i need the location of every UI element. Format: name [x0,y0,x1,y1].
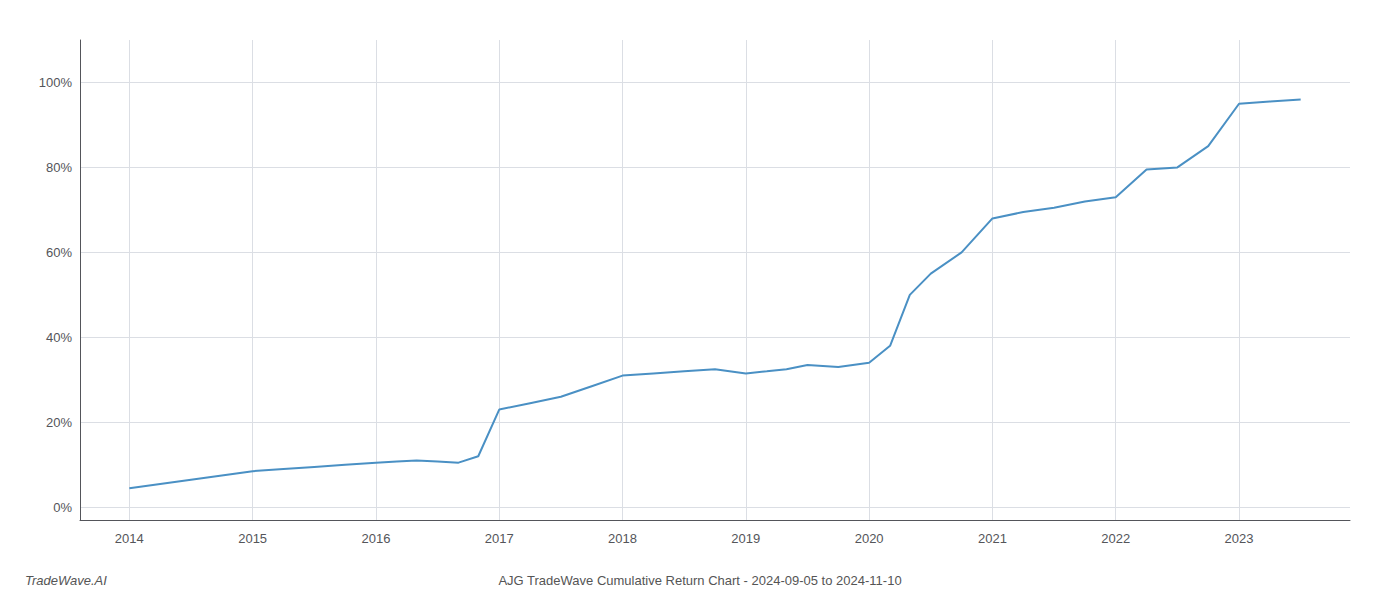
svg-text:2015: 2015 [238,531,267,546]
svg-text:2021: 2021 [978,531,1007,546]
svg-text:80%: 80% [46,160,72,175]
svg-text:AJG TradeWave Cumulative Retur: AJG TradeWave Cumulative Return Chart - … [498,573,901,588]
svg-text:2014: 2014 [115,531,144,546]
svg-text:2019: 2019 [731,531,760,546]
svg-text:2016: 2016 [361,531,390,546]
svg-text:100%: 100% [39,75,73,90]
svg-text:60%: 60% [46,245,72,260]
svg-text:2017: 2017 [485,531,514,546]
svg-text:2023: 2023 [1225,531,1254,546]
svg-text:TradeWave.AI: TradeWave.AI [25,573,107,588]
svg-text:20%: 20% [46,415,72,430]
svg-text:40%: 40% [46,330,72,345]
svg-text:2020: 2020 [855,531,884,546]
svg-text:2018: 2018 [608,531,637,546]
svg-text:2022: 2022 [1101,531,1130,546]
svg-text:0%: 0% [53,500,72,515]
